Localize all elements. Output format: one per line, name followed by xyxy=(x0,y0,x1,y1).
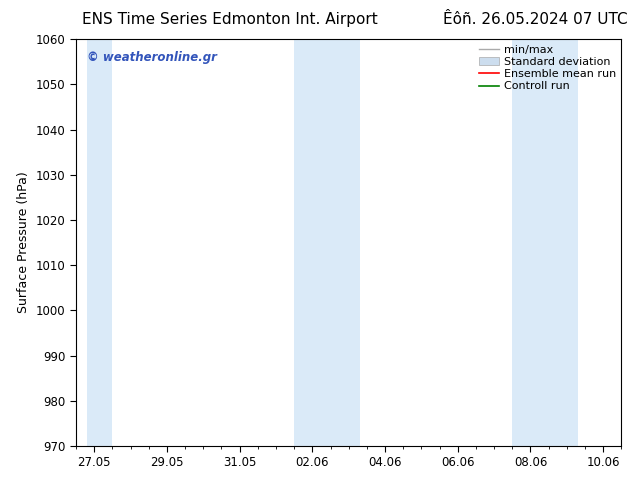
Text: © weatheronline.gr: © weatheronline.gr xyxy=(87,51,217,64)
Legend: min/max, Standard deviation, Ensemble mean run, Controll run: min/max, Standard deviation, Ensemble me… xyxy=(477,43,618,94)
Y-axis label: Surface Pressure (hPa): Surface Pressure (hPa) xyxy=(17,172,30,314)
Text: Êôñ. 26.05.2024 07 UTC: Êôñ. 26.05.2024 07 UTC xyxy=(443,12,628,27)
Text: ENS Time Series Edmonton Int. Airport: ENS Time Series Edmonton Int. Airport xyxy=(82,12,378,27)
Bar xyxy=(87,39,112,446)
Bar xyxy=(294,39,359,446)
Bar xyxy=(512,39,578,446)
